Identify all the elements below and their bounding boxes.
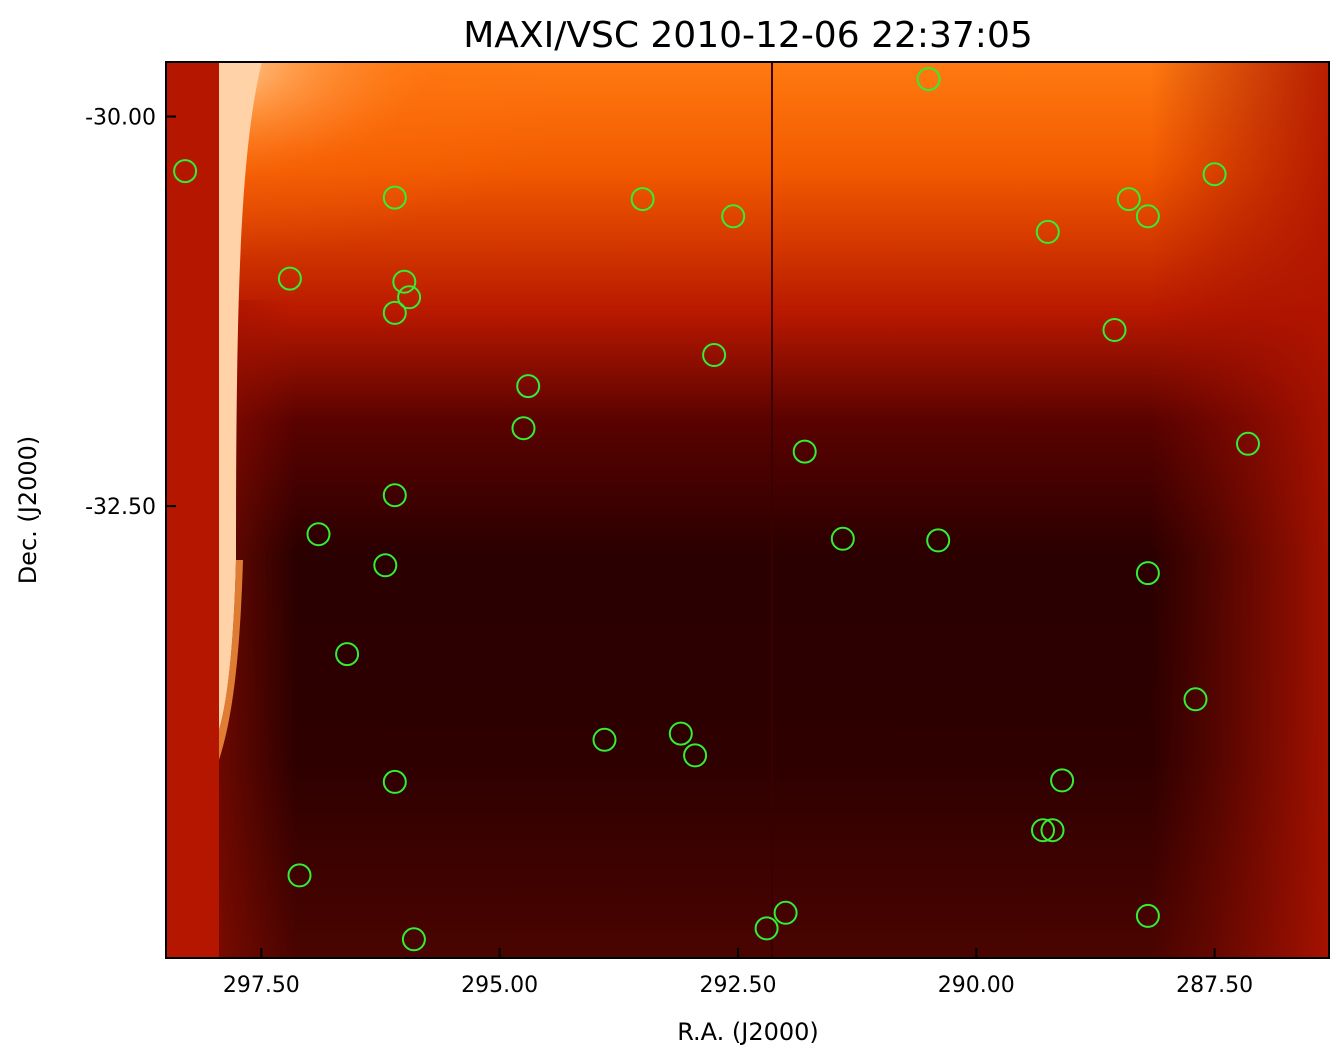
source-marker-38 xyxy=(173,159,198,184)
source-marker-39 xyxy=(916,67,941,92)
source-marker-19 xyxy=(830,526,855,551)
source-marker-4 xyxy=(773,900,798,925)
source-marker-34 xyxy=(721,204,746,229)
source-marker-30 xyxy=(392,269,417,294)
source-marker-17 xyxy=(373,553,398,578)
y-axis-label: Dec. (J2000) xyxy=(14,436,42,585)
plot-frame xyxy=(165,61,1330,959)
y-axis: -32.50 -30.00 xyxy=(85,106,176,520)
y-tick-label-2: -30.00 xyxy=(85,106,156,131)
x-tick-label-3: 292.50 xyxy=(699,973,776,998)
source-marker-2 xyxy=(287,863,312,888)
source-marker-25 xyxy=(702,343,727,367)
x-tick-label-1: 297.50 xyxy=(223,973,300,998)
source-marker-11 xyxy=(683,743,708,768)
source-marker-36 xyxy=(1116,187,1141,212)
source-markers xyxy=(173,67,1260,952)
source-marker-5 xyxy=(1135,903,1160,928)
source-marker-9 xyxy=(592,727,617,752)
source-marker-26 xyxy=(1102,318,1127,342)
source-marker-8 xyxy=(382,769,407,794)
source-marker-14 xyxy=(335,642,360,667)
source-marker-13 xyxy=(1183,687,1208,712)
source-marker-7 xyxy=(1040,818,1065,843)
source-marker-18 xyxy=(306,522,331,547)
source-marker-24 xyxy=(516,374,541,399)
x-axis: 297.50 295.00 292.50 290.00 287.50 xyxy=(223,948,1253,998)
source-marker-35 xyxy=(1135,204,1160,229)
source-marker-15 xyxy=(926,528,951,553)
source-marker-22 xyxy=(792,439,817,464)
x-tick-label-4: 290.00 xyxy=(938,973,1015,998)
source-marker-23 xyxy=(1236,431,1260,456)
source-marker-21 xyxy=(511,416,536,441)
source-marker-16 xyxy=(1135,561,1160,586)
source-marker-37 xyxy=(1202,162,1227,187)
x-tick-label-2: 295.00 xyxy=(461,973,538,998)
source-marker-20 xyxy=(382,483,407,508)
source-marker-6 xyxy=(1031,818,1055,843)
y-tick-label-1: -32.50 xyxy=(85,495,156,520)
source-marker-31 xyxy=(1035,219,1060,244)
source-marker-33 xyxy=(630,187,655,212)
source-marker-10 xyxy=(668,721,693,746)
chart-title: MAXI/VSC 2010-12-06 22:37:05 xyxy=(463,15,1033,56)
sky-image xyxy=(166,62,1329,958)
source-marker-12 xyxy=(1050,768,1075,793)
source-marker-28 xyxy=(382,300,407,325)
source-marker-27 xyxy=(277,266,302,291)
source-marker-29 xyxy=(397,285,422,310)
source-marker-3 xyxy=(754,916,779,941)
x-tick-label-5: 287.50 xyxy=(1176,973,1253,998)
x-axis-label: R.A. (J2000) xyxy=(677,1018,819,1046)
source-marker-32 xyxy=(382,185,407,210)
source-marker-1 xyxy=(401,927,426,952)
